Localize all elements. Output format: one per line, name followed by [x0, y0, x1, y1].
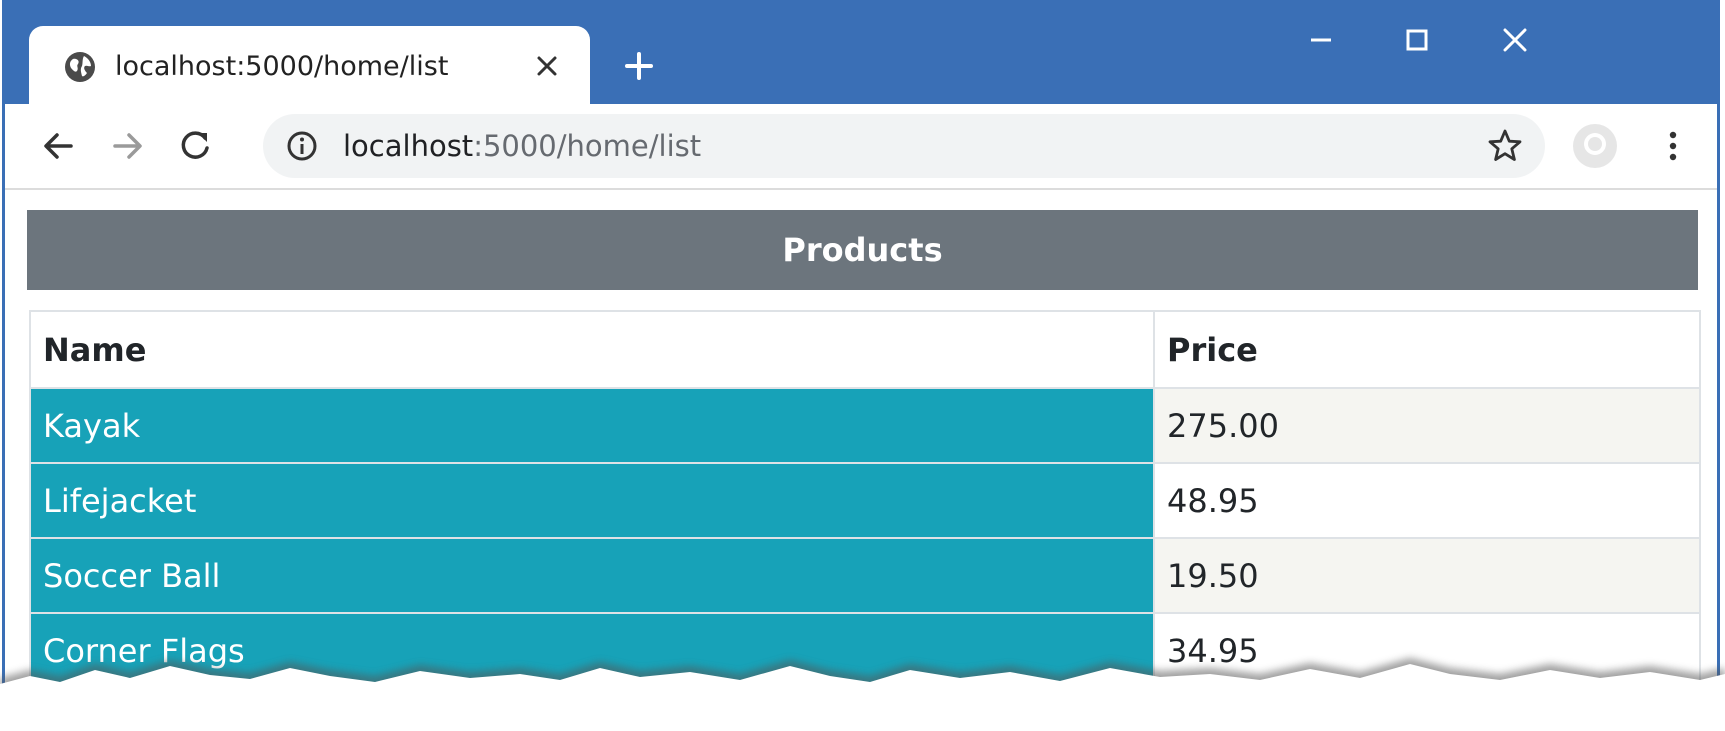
star-icon[interactable]: [1485, 126, 1525, 166]
tab-title: localhost:5000/home/list: [115, 51, 449, 82]
close-window-icon[interactable]: [1495, 20, 1535, 60]
product-price-cell: 34.95: [1153, 612, 1701, 689]
minimize-icon[interactable]: [1301, 20, 1341, 60]
table-row: Corner Flags 34.95: [29, 612, 1701, 689]
address-bar[interactable]: localhost:5000/home/list: [263, 114, 1545, 178]
arrow-right-icon[interactable]: [105, 124, 149, 168]
table-header-row: Name Price: [29, 310, 1701, 389]
page-content: Products Name Price Kayak 275.00 Lifejac…: [5, 190, 1717, 731]
products-table: Name Price Kayak 275.00 Lifejacket 48.95…: [29, 310, 1701, 689]
product-name-cell: Soccer Ball: [29, 537, 1155, 614]
close-icon[interactable]: [529, 48, 565, 84]
url-host: localhost: [343, 129, 474, 163]
product-name-cell: Lifejacket: [29, 462, 1155, 539]
info-icon[interactable]: [285, 129, 319, 163]
arrow-left-icon[interactable]: [37, 124, 81, 168]
column-header-name: Name: [29, 310, 1155, 389]
product-name-cell: Kayak: [29, 387, 1155, 464]
page-title: Products: [27, 210, 1698, 290]
maximize-icon[interactable]: [1397, 20, 1437, 60]
profile-icon[interactable]: [1571, 122, 1619, 170]
browser-toolbar: localhost:5000/home/list: [5, 104, 1717, 190]
title-bar: localhost:5000/home/list: [5, 0, 1717, 108]
reload-icon[interactable]: [173, 124, 217, 168]
plus-icon[interactable]: [619, 46, 659, 86]
column-header-price: Price: [1153, 310, 1701, 389]
url-path: :5000/home/list: [473, 129, 702, 163]
url-text[interactable]: localhost:5000/home/list: [343, 124, 701, 168]
table-row: Kayak 275.00: [29, 387, 1701, 464]
product-price-cell: 48.95: [1153, 462, 1701, 539]
table-row: Lifejacket 48.95: [29, 462, 1701, 539]
globe-icon: [65, 52, 95, 82]
product-price-cell: 19.50: [1153, 537, 1701, 614]
product-price-cell: 275.00: [1153, 387, 1701, 464]
kebab-menu-icon[interactable]: [1653, 126, 1693, 166]
table-row: Soccer Ball 19.50: [29, 537, 1701, 614]
product-name-cell: Corner Flags: [29, 612, 1155, 689]
browser-tab[interactable]: localhost:5000/home/list: [29, 26, 590, 108]
